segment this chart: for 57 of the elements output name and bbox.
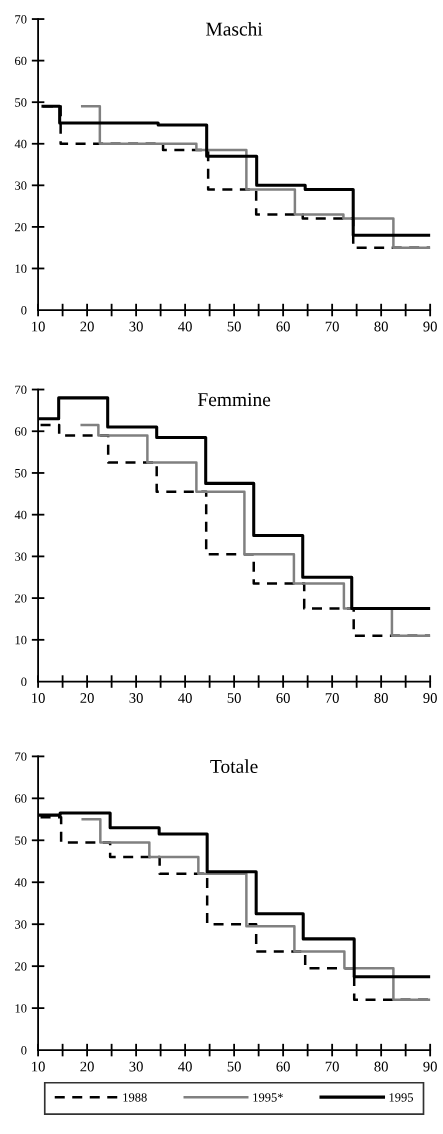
y-tick-label: 10 [15, 264, 27, 273]
y-tick-label: 60 [15, 56, 27, 66]
chart-title: Femmine [197, 393, 271, 407]
y-tick-label: 50 [15, 468, 27, 478]
x-tick-label: 90 [423, 1061, 437, 1072]
y-tick-label: 70 [15, 752, 27, 761]
x-tick-label: 60 [276, 1061, 290, 1072]
y-tick-label: 30 [15, 181, 27, 190]
y-tick-label: 20 [15, 594, 27, 603]
y-tick-label: 40 [14, 878, 27, 887]
x-tick-label: 40 [178, 693, 192, 703]
x-tick-label: 40 [178, 321, 192, 332]
x-tick-label: 70 [325, 321, 339, 332]
x-tick-label: 80 [374, 321, 388, 332]
y-tick-label: 70 [15, 15, 27, 24]
x-tick-label: 60 [276, 321, 290, 332]
y-tick-label: 0 [21, 677, 27, 686]
y-tick-label: 60 [15, 794, 27, 803]
y-tick-label: 50 [15, 98, 27, 107]
chart-title: Maschi [206, 21, 263, 36]
y-tick-label: 10 [15, 635, 27, 645]
y-tick-label: 40 [14, 139, 27, 149]
x-tick-label: 80 [374, 693, 388, 703]
x-tick-label: 60 [276, 693, 290, 703]
x-tick-label: 50 [227, 693, 241, 703]
y-tick-label: 0 [21, 1046, 27, 1055]
x-tick-label: 20 [80, 693, 94, 703]
y-tick-label: 50 [15, 836, 27, 845]
x-tick-label: 90 [423, 693, 437, 703]
legend-label: 1995 [389, 1093, 414, 1102]
legend-label: 1988 [123, 1093, 147, 1102]
y-tick-label: 60 [15, 427, 27, 436]
y-tick-label: 40 [14, 510, 27, 520]
x-tick-label: 50 [227, 321, 241, 332]
chart-title: Totale [210, 759, 258, 773]
x-tick-label: 70 [325, 693, 339, 703]
x-tick-label: 30 [129, 693, 143, 703]
y-tick-label: 30 [15, 552, 27, 561]
x-tick-label: 10 [32, 1061, 45, 1072]
x-tick-label: 40 [178, 1061, 192, 1072]
x-tick-label: 90 [423, 321, 437, 332]
legend-label: 1995* [253, 1093, 283, 1102]
y-tick-label: 10 [15, 1004, 27, 1013]
y-tick-label: 30 [15, 920, 27, 929]
x-tick-label: 30 [129, 1061, 143, 1072]
x-tick-label: 30 [129, 321, 143, 332]
x-tick-label: 10 [32, 321, 45, 332]
x-tick-label: 50 [227, 1061, 241, 1072]
x-tick-label: 20 [80, 1061, 94, 1072]
y-tick-label: 70 [15, 385, 27, 394]
x-tick-label: 70 [325, 1061, 339, 1072]
x-tick-label: 80 [374, 1061, 388, 1072]
y-tick-label: 20 [15, 962, 27, 971]
y-tick-label: 0 [21, 306, 27, 315]
x-tick-label: 20 [80, 321, 94, 332]
x-tick-label: 10 [32, 693, 45, 703]
y-tick-label: 20 [15, 222, 27, 232]
